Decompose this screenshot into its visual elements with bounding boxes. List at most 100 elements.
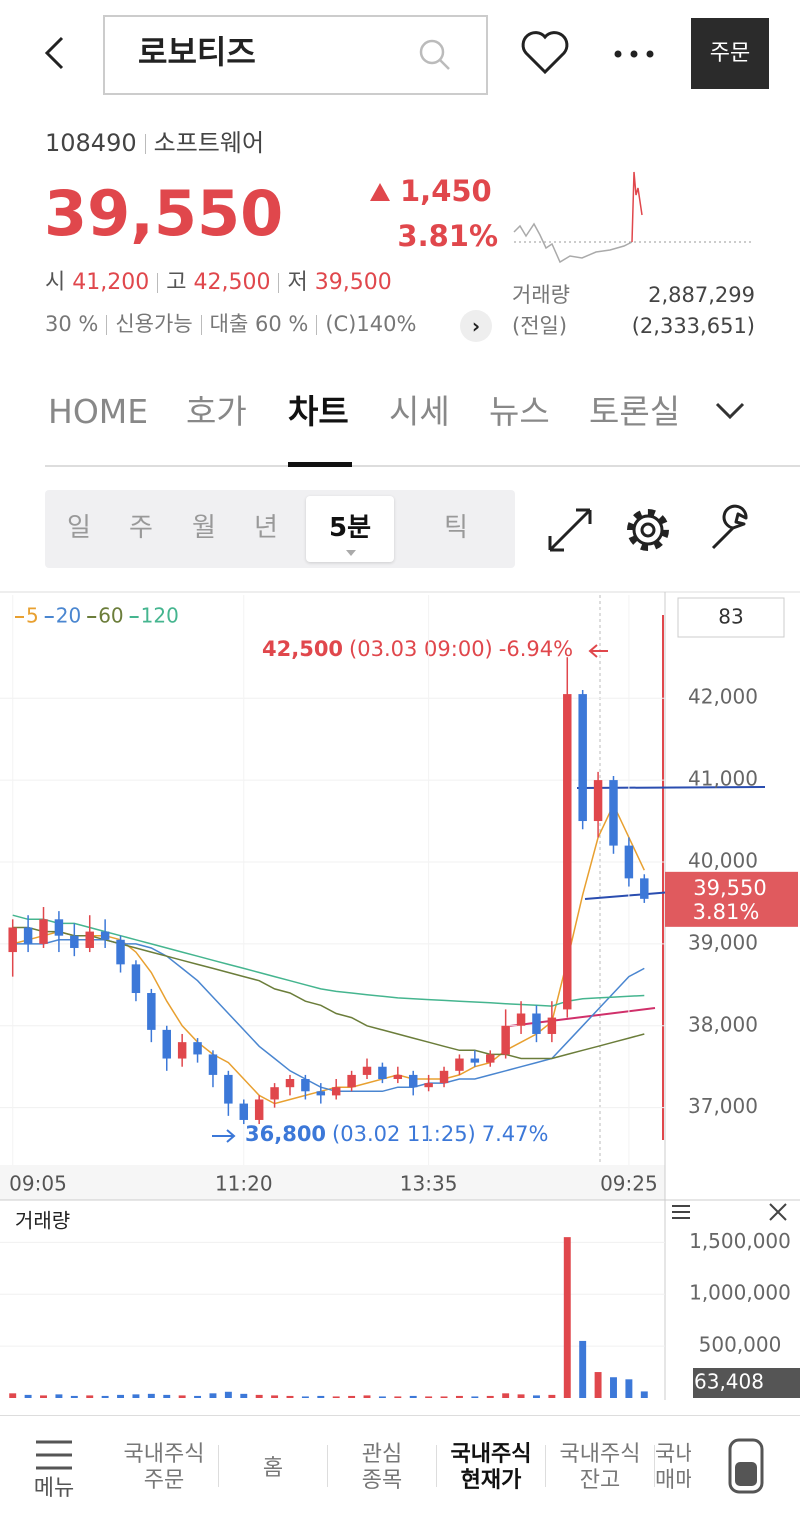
nav-item[interactable]: 홈 — [219, 1456, 327, 1482]
stat-value: 41,200 — [72, 270, 150, 295]
nav-item[interactable]: 국내주식 주문 — [110, 1442, 218, 1494]
more-tabs-icon[interactable] — [715, 402, 745, 420]
stock-info: 30 % 신용가능 대출 60 % (C)140% — [45, 314, 416, 335]
volume-value: 2,887,299 — [648, 283, 755, 307]
nav-label: 매매 — [655, 1468, 691, 1493]
period[interactable]: 년 — [254, 513, 278, 543]
y-tick-label: 37,000 — [688, 1094, 758, 1118]
nav-item[interactable]: 관심 종목 — [328, 1442, 436, 1494]
nav-separator — [545, 1445, 546, 1487]
back-icon[interactable] — [44, 36, 64, 70]
x-tick-label: 13:35 — [400, 1172, 458, 1196]
candle-body — [116, 939, 125, 965]
tab[interactable]: 토론실 — [589, 392, 681, 431]
candle-body — [455, 1058, 464, 1071]
volume-bar — [70, 1395, 78, 1398]
nav-label: 관심 — [361, 1442, 403, 1467]
nav-label: 국내주식 — [450, 1442, 532, 1467]
volume-bar — [363, 1395, 371, 1398]
candle-body — [439, 1070, 449, 1084]
toggle-icon — [735, 1462, 757, 1486]
candle-body — [547, 1017, 557, 1034]
annotation-low: 36,800 (03.02 11:25) 7.47% — [245, 1122, 548, 1146]
menu-icon[interactable] — [36, 1440, 72, 1470]
period[interactable]: 5분 — [328, 513, 371, 543]
volume-bar — [286, 1395, 294, 1398]
nav-item[interactable]: 국내주식매매 — [655, 1442, 691, 1494]
volume-bar — [517, 1394, 525, 1398]
volume-bar — [532, 1395, 540, 1398]
nav-label: 현재가 — [460, 1468, 522, 1493]
settings-icon[interactable] — [627, 509, 669, 551]
volume-title: 거래량 — [15, 1209, 70, 1233]
legend-label: 60 — [98, 604, 123, 628]
order-button[interactable]: 주문 — [691, 18, 769, 89]
annotation-arrow — [212, 1129, 236, 1143]
volume-bar — [101, 1395, 109, 1398]
stat-value: 42,500 — [193, 270, 271, 295]
period[interactable]: 일 — [67, 513, 91, 543]
annotation-change: -6.94% — [499, 637, 573, 661]
toggle-icon[interactable] — [728, 1438, 764, 1494]
search-box[interactable] — [103, 15, 488, 95]
volume-bar — [563, 1237, 571, 1398]
price-tag-value: 39,550 — [693, 876, 766, 900]
nav-label: 국내주식 — [559, 1442, 641, 1467]
search-icon[interactable] — [419, 39, 445, 65]
expand-icon[interactable] — [548, 508, 592, 552]
candle-body — [378, 1066, 387, 1080]
volume-bar — [147, 1393, 155, 1398]
nav-item[interactable]: 메뉴 — [0, 1478, 108, 1500]
prev-volume-label: (전일) — [512, 314, 568, 338]
period[interactable]: 틱 — [444, 513, 468, 543]
menu-icon[interactable] — [672, 1205, 690, 1219]
candle-body — [393, 1074, 403, 1080]
volume-bar — [579, 1340, 587, 1398]
favorite-icon[interactable] — [521, 31, 569, 75]
nav-label: 주문 — [143, 1468, 185, 1493]
y-tick-label: 40,000 — [688, 848, 758, 872]
search-text: 로보티즈 — [138, 33, 256, 71]
tab[interactable]: 시세 — [389, 392, 450, 431]
candle-body — [23, 927, 33, 944]
info: 대출 60 % — [209, 312, 309, 336]
prev-volume-value: (2,333,651) — [631, 314, 755, 338]
info-more-button[interactable]: › — [460, 310, 492, 342]
candle-body — [362, 1066, 372, 1075]
stock-code: 108490 — [45, 129, 137, 157]
nav-separator — [218, 1445, 219, 1487]
candle-body — [8, 927, 17, 953]
nav-item[interactable]: 국내주식 현재가 — [437, 1442, 545, 1494]
y-tick-label: 39,000 — [688, 930, 758, 954]
legend-label: 120 — [141, 604, 179, 628]
period[interactable]: 주 — [129, 513, 153, 543]
y-tick-label: 41,000 — [688, 767, 758, 791]
x-tick-label: 11:20 — [215, 1172, 273, 1196]
volume-bar — [502, 1393, 510, 1398]
price-stats: 시 41,200 고 42,500 저 39,500 — [45, 272, 392, 294]
candle-body — [100, 931, 110, 940]
candle-body — [177, 1042, 187, 1059]
tab[interactable]: HOME — [48, 392, 149, 431]
stat-label: 저 — [287, 270, 308, 295]
volume-bar — [55, 1394, 63, 1398]
volume-bar — [486, 1395, 494, 1398]
tab[interactable]: 뉴스 — [489, 392, 550, 431]
candle-body — [39, 919, 48, 944]
more-icon[interactable] — [614, 50, 622, 58]
change: 1,450 — [400, 174, 492, 208]
tab[interactable]: 차트 — [288, 392, 349, 431]
candle-body — [532, 1013, 541, 1034]
candle-body — [301, 1079, 310, 1092]
tool-icon[interactable] — [711, 504, 748, 550]
nav-item[interactable]: 국내주식 잔고 — [546, 1442, 654, 1494]
volume-bar — [440, 1396, 448, 1398]
more-icon — [646, 50, 654, 58]
sparkline — [631, 171, 643, 243]
tab[interactable]: 호가 — [186, 392, 247, 431]
period[interactable]: 월 — [192, 513, 216, 543]
nav-label: 국내주식 — [655, 1442, 691, 1467]
volume-bar — [625, 1379, 633, 1398]
close-icon[interactable] — [769, 1203, 787, 1221]
